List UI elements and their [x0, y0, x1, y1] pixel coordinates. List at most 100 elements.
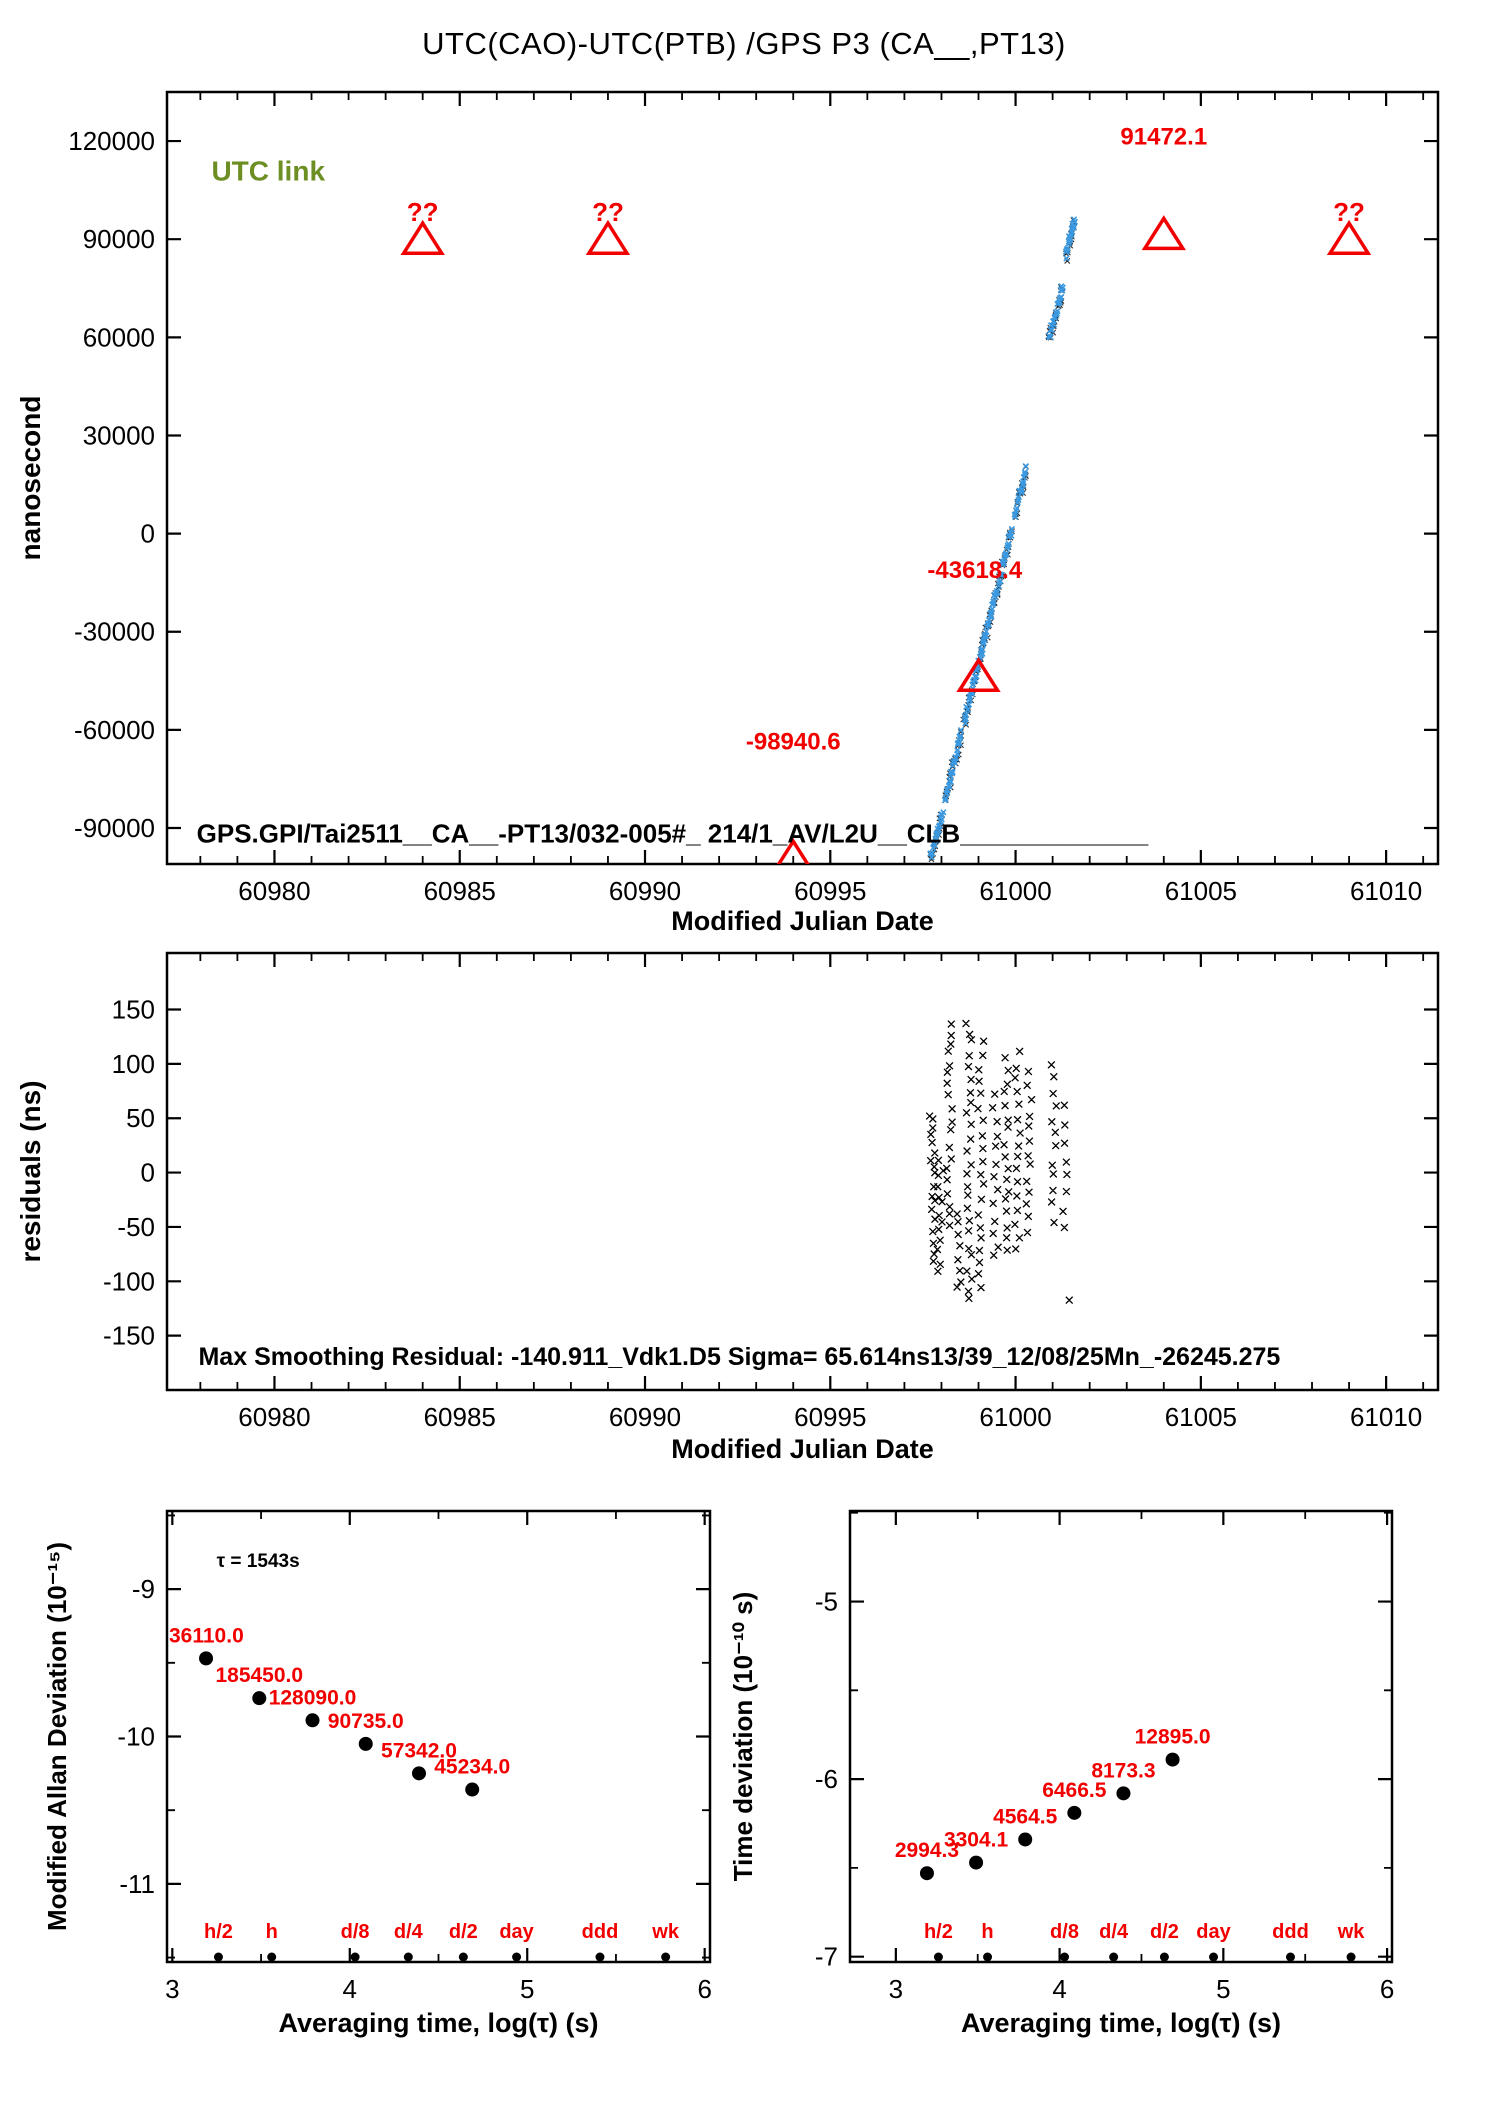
tau-annotation: τ = 1543s — [217, 1551, 300, 1572]
question-label: ?? — [407, 197, 439, 227]
x-tick-label: 60980 — [238, 1402, 310, 1432]
x-tick-label: 61010 — [1350, 1402, 1422, 1432]
y-tick-label: -10 — [117, 1722, 155, 1752]
residuals-plot: 60980 60985 60990 60995 61000 61005 61010 150 10… — [15, 951, 1440, 1464]
deviation-point — [411, 1766, 426, 1781]
x-tick-label: 6 — [1380, 1974, 1394, 2004]
gps-data-series — [927, 216, 1079, 863]
x-tick-label: 3 — [889, 1974, 903, 2004]
x-tick-label: 5 — [1216, 1974, 1230, 2004]
tau-marker-dot — [1285, 1952, 1295, 1962]
y-tick-label: -11 — [119, 1869, 155, 1899]
deviation-point — [465, 1782, 480, 1797]
x-tick-label: 60995 — [794, 1402, 866, 1432]
point-value-label: 45234.0 — [434, 1756, 510, 1779]
x-tick-label: 61000 — [979, 1402, 1051, 1432]
point-value-label: 128090.0 — [269, 1686, 357, 1709]
value-label: 91472.1 — [1120, 123, 1207, 150]
y-tick-label: 150 — [112, 995, 155, 1025]
point-value-label: 185450.0 — [215, 1664, 303, 1687]
y-tick-label: -9 — [132, 1574, 155, 1604]
triangle-marker — [1141, 215, 1186, 251]
tau-marker-label: d/4 — [1099, 1921, 1129, 1943]
x-tick-label: 60985 — [424, 1402, 496, 1432]
deviation-point — [1116, 1786, 1131, 1801]
tau-marker-label: d/8 — [341, 1921, 370, 1943]
tau-marker-label: h/2 — [924, 1921, 953, 1943]
tau-marker-label: d/8 — [1050, 1921, 1079, 1943]
y-tick-label: 0 — [141, 519, 155, 549]
tau-marker-label: h — [981, 1921, 993, 1943]
residual-points — [925, 1019, 1074, 1305]
y-tick-label: -100 — [103, 1266, 155, 1296]
tau-marker-dot — [1159, 1952, 1169, 1962]
y-tick-label: -5 — [815, 1587, 838, 1617]
point-value-label: 8173.3 — [1091, 1759, 1155, 1782]
tau-marker-label: wk — [651, 1921, 680, 1943]
tau-marker-label: wk — [1337, 1921, 1366, 1943]
plot-frame — [165, 1509, 712, 1964]
y-tick-label: 30000 — [83, 420, 155, 450]
x-tick-label: 60985 — [424, 876, 496, 906]
point-value-label: 2994.3 — [895, 1839, 959, 1862]
y-tick-label: -150 — [103, 1321, 155, 1351]
x-tick-label: 60990 — [609, 1402, 681, 1432]
tdev-plot: 3 4 5 6 -5 -6 -7 Averaging time, log(τ) (s) Time… — [728, 1509, 1394, 2038]
question-label: ?? — [1333, 197, 1365, 227]
tau-marker-dot — [983, 1952, 993, 1962]
tau-marker-dot — [1346, 1952, 1356, 1962]
y-tick-label: 100 — [112, 1049, 155, 1079]
x-axis-title: Averaging time, log(τ) (s) — [961, 2008, 1281, 2038]
tau-marker-dot — [933, 1952, 943, 1962]
point-value-label: 12895.0 — [1135, 1726, 1211, 1749]
deviation-point — [919, 1866, 934, 1881]
deviation-point — [305, 1713, 320, 1728]
triangle-marker — [956, 657, 1001, 693]
deviation-point — [1018, 1832, 1033, 1847]
tau-marker-label: d/4 — [394, 1921, 424, 1943]
value-label: -98940.6 — [746, 729, 841, 756]
gps-data-points — [927, 216, 1079, 861]
utc-link-plot: 60980 60985 60990 60995 61000 61005 61010 12000… — [15, 90, 1440, 936]
deviation-point — [358, 1736, 373, 1751]
deviation-point — [969, 1855, 984, 1870]
tau-marker-dot — [403, 1952, 413, 1962]
tau-marker-label: day — [499, 1921, 534, 1943]
y-tick-label: -30000 — [74, 617, 155, 647]
tau-marker-dot — [267, 1952, 277, 1962]
plot-frame — [165, 951, 1440, 1392]
y-tick-label: 120000 — [68, 126, 155, 156]
tau-marker-label: h/2 — [204, 1921, 233, 1943]
tau-marker-label: d/2 — [1150, 1921, 1179, 1943]
x-tick-label: 4 — [1052, 1974, 1066, 2004]
point-value-label: 6466.5 — [1042, 1779, 1107, 1802]
tau-marker-dot — [213, 1952, 223, 1962]
y-tick-label: 90000 — [83, 224, 155, 254]
question-label: ?? — [592, 197, 624, 227]
triangle-marker — [776, 837, 810, 864]
y-tick-label: -60000 — [74, 715, 155, 745]
x-tick-label: 61005 — [1165, 1402, 1237, 1432]
tau-marker-label: h — [266, 1921, 278, 1943]
tau-marker-dot — [458, 1952, 468, 1962]
x-tick-label: 5 — [520, 1974, 534, 2004]
y-tick-label: -50 — [117, 1212, 155, 1242]
y-tick-label: 50 — [126, 1103, 155, 1133]
y-axis-title: residuals (ns) — [15, 1080, 46, 1262]
y-tick-label: -6 — [815, 1764, 838, 1794]
y-axis-title: nanosecond — [15, 396, 46, 561]
y-tick-label: 0 — [141, 1158, 155, 1188]
residual-scatter — [925, 1019, 1074, 1305]
y-tick-label: -90000 — [74, 813, 155, 843]
deviation-point — [1165, 1752, 1180, 1767]
tau-marker-dot — [512, 1952, 522, 1962]
tau-marker-dot — [1209, 1952, 1219, 1962]
plot-frame — [848, 1509, 1394, 1964]
y-tick-label: 60000 — [83, 322, 155, 352]
utc-link-label: UTC link — [211, 155, 325, 186]
x-axis-title: Modified Julian Date — [671, 906, 934, 936]
plot-frame — [165, 90, 1440, 866]
point-value-label: 36110.0 — [169, 1624, 244, 1647]
deviation-point — [1067, 1805, 1082, 1820]
